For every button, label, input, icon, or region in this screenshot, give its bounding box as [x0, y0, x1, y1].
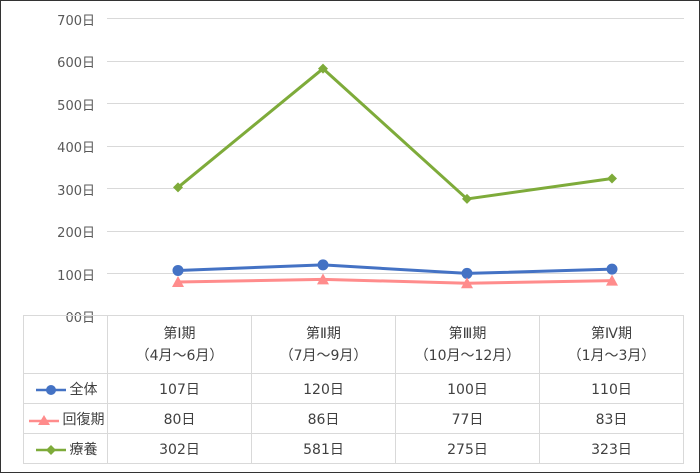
- circle-marker-icon: [317, 259, 329, 271]
- table-row: 回復期 80日 86日 77日 83日: [23, 403, 684, 434]
- diamond-marker-icon: [35, 444, 66, 455]
- diamond-marker-icon: [173, 182, 183, 193]
- gridline: [107, 103, 684, 104]
- series-line: [177, 66, 613, 201]
- triangle-marker-icon: [172, 275, 184, 287]
- circle-marker-icon: [606, 263, 618, 275]
- table-corner: [23, 315, 108, 374]
- circle-marker-icon: [35, 384, 66, 395]
- data-table: 第Ⅰ期 （4月～6月） 第Ⅱ期 （7月～9月） 第Ⅲ期 （10月～12月） 第Ⅳ期 （1…: [23, 315, 684, 464]
- gridline: [107, 18, 684, 19]
- triangle-marker-icon: [606, 274, 618, 286]
- gridline: [107, 188, 684, 189]
- gridline: [107, 146, 684, 147]
- triangle-marker-icon: [28, 414, 59, 425]
- table-cell: 86日: [251, 403, 396, 434]
- table-header: 第Ⅱ期 （7月～9月）: [251, 315, 396, 374]
- diamond-marker-icon: [607, 173, 617, 184]
- table-cell: 77日: [395, 403, 540, 434]
- table-cell: 275日: [395, 433, 540, 464]
- legend-entry-kaifukuki: 回復期: [23, 403, 108, 434]
- gridline: [107, 273, 684, 274]
- legend-entry-ryouyou: 療養: [23, 433, 108, 464]
- table-cell: 581日: [251, 433, 396, 464]
- table-header: 第Ⅲ期 （10月～12月）: [395, 315, 540, 374]
- triangle-marker-icon: [317, 273, 329, 285]
- table-cell: 107日: [107, 373, 252, 404]
- table-cell: 323日: [539, 433, 684, 464]
- y-tick-600: 600日: [57, 56, 95, 71]
- y-tick-400: 400日: [57, 141, 95, 156]
- circle-marker-icon: [172, 264, 184, 276]
- table-row: 全体 107日 120日 100日 110日: [23, 373, 684, 404]
- diamond-marker-icon: [318, 63, 328, 74]
- y-tick-300: 300日: [57, 184, 95, 199]
- triangle-marker-icon: [461, 277, 473, 289]
- y-tick-100: 100日: [57, 269, 95, 284]
- circle-marker-icon: [461, 267, 473, 279]
- table-header: 第Ⅳ期 （1月～3月）: [539, 315, 684, 374]
- gridline: [107, 231, 684, 232]
- y-tick-500: 500日: [57, 99, 95, 114]
- y-tick-200: 200日: [57, 226, 95, 241]
- series-line: [177, 263, 613, 275]
- table-cell: 302日: [107, 433, 252, 464]
- gridline: [107, 61, 684, 62]
- legend-entry-zentai: 全体: [23, 373, 108, 404]
- y-tick-700: 700日: [57, 14, 95, 29]
- table-cell: 110日: [539, 373, 684, 404]
- table-header: 第Ⅰ期 （4月～6月）: [107, 315, 252, 374]
- series-line: [177, 277, 613, 285]
- table-cell: 83日: [539, 403, 684, 434]
- table-row: 療養 302日 581日 275日 323日: [23, 433, 684, 464]
- diamond-marker-icon: [462, 193, 472, 204]
- table-cell: 80日: [107, 403, 252, 434]
- table-cell: 100日: [395, 373, 540, 404]
- table-cell: 120日: [251, 373, 396, 404]
